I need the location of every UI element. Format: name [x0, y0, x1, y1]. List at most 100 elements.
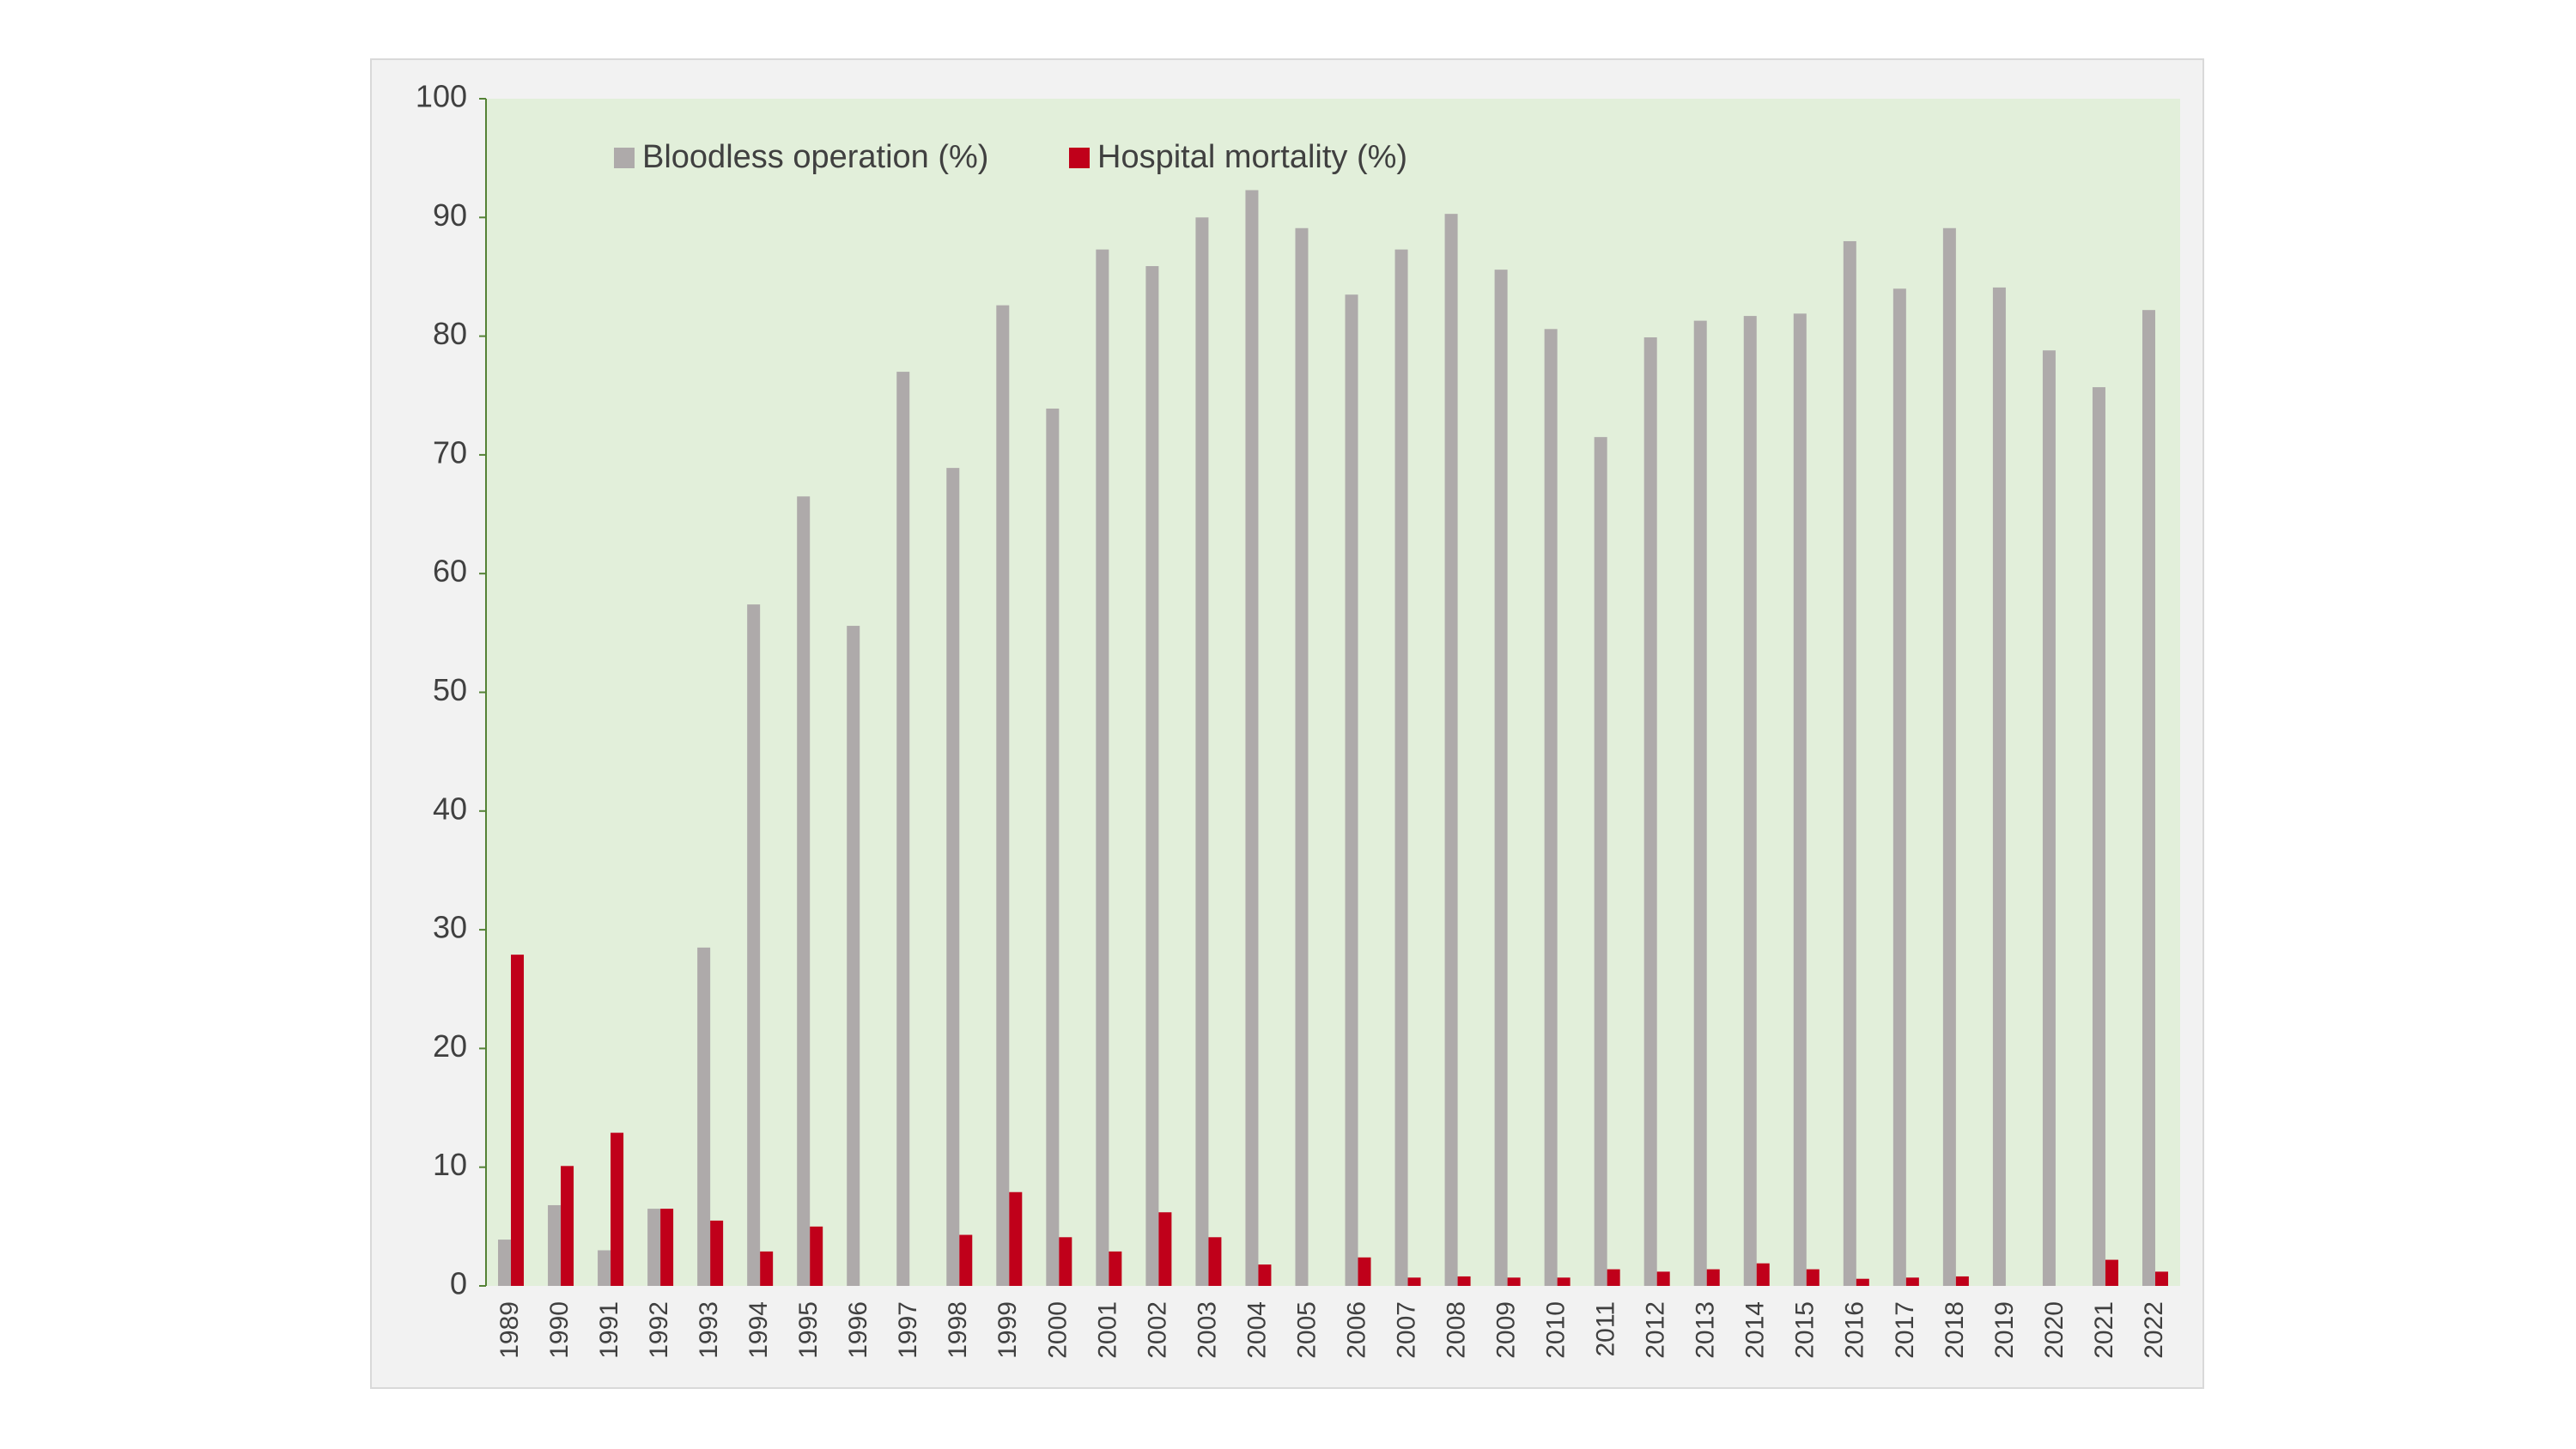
bar: [959, 1234, 973, 1286]
bar: [896, 372, 910, 1287]
legend-label: Hospital mortality (%): [1097, 139, 1407, 175]
bar: [511, 955, 525, 1286]
bar: [1905, 1277, 1919, 1286]
x-tick-label: 2018: [1941, 1301, 1969, 1359]
x-tick-label: 1990: [545, 1301, 574, 1359]
x-tick-label: 1999: [993, 1301, 1022, 1359]
y-tick-label: 60: [433, 554, 467, 589]
bar: [710, 1220, 724, 1286]
bar: [2105, 1259, 2118, 1286]
bar: [2092, 387, 2105, 1287]
bar: [1494, 270, 1508, 1287]
bar: [498, 1240, 512, 1286]
x-tick-label: 1992: [645, 1301, 673, 1359]
x-tick-label: 2006: [1342, 1301, 1370, 1359]
bar: [1457, 1276, 1471, 1286]
y-tick-label: 70: [433, 434, 467, 470]
bar: [1806, 1269, 1820, 1286]
x-tick-label: 1993: [695, 1301, 723, 1359]
x-tick-label: 1989: [495, 1301, 524, 1359]
x-tick-label: 1995: [794, 1301, 823, 1359]
x-tick-label: 2022: [2140, 1301, 2168, 1359]
bar: [1145, 266, 1159, 1287]
bar: [1706, 1269, 1720, 1286]
x-tick-label: 1998: [944, 1301, 972, 1359]
y-tick-label: 50: [433, 672, 467, 707]
y-tick-label: 10: [433, 1147, 467, 1182]
bar: [660, 1209, 674, 1286]
x-tick-label: 2005: [1292, 1301, 1321, 1359]
x-tick-label: 2016: [1841, 1301, 1869, 1359]
bar: [847, 626, 860, 1286]
x-tick-label: 2020: [2040, 1301, 2069, 1359]
bar: [1544, 329, 1558, 1286]
legend-swatch: [1069, 148, 1090, 168]
bar: [797, 496, 811, 1286]
y-tick-label: 90: [433, 197, 467, 233]
bar: [1992, 287, 2006, 1287]
x-tick-label: 2001: [1093, 1301, 1121, 1359]
bar: [1394, 249, 1408, 1286]
y-tick-label: 100: [416, 79, 467, 114]
bar: [1208, 1237, 1222, 1286]
bar: [598, 1250, 611, 1286]
bar: [561, 1166, 574, 1286]
x-tick-label: 2011: [1592, 1301, 1620, 1357]
bar: [1096, 249, 1109, 1286]
bar: [1158, 1212, 1172, 1286]
x-tick-label: 1994: [744, 1301, 773, 1359]
bar: [1607, 1269, 1620, 1286]
x-tick-label: 2019: [1990, 1301, 2019, 1359]
bar: [1109, 1251, 1122, 1286]
bar: [1955, 1276, 1969, 1286]
x-tick-label: 2008: [1442, 1301, 1470, 1359]
y-tick-label: 30: [433, 910, 467, 945]
y-tick-label: 40: [433, 791, 467, 826]
bar: [1245, 190, 1259, 1287]
bar: [647, 1209, 661, 1286]
bar: [1856, 1278, 1869, 1286]
bar: [1743, 316, 1757, 1286]
bar: [1195, 217, 1209, 1286]
y-tick-label: 0: [450, 1266, 467, 1301]
x-tick-label: 2007: [1392, 1301, 1420, 1359]
bar: [996, 305, 1010, 1287]
y-tick-label: 80: [433, 316, 467, 351]
x-tick-label: 2009: [1492, 1301, 1521, 1359]
bar: [2154, 1271, 2168, 1286]
bar: [1843, 240, 1856, 1287]
x-tick-label: 2012: [1642, 1301, 1670, 1359]
bar: [548, 1204, 562, 1286]
bar: [1793, 313, 1807, 1286]
bar: [1756, 1263, 1770, 1286]
x-tick-label: 2010: [1542, 1301, 1571, 1359]
legend-swatch: [614, 148, 635, 168]
x-tick-label: 2004: [1242, 1301, 1271, 1359]
x-tick-label: 2002: [1143, 1301, 1171, 1359]
bar: [1942, 227, 1956, 1286]
plot-area: [486, 99, 2180, 1286]
x-tick-label: 1996: [844, 1301, 872, 1359]
x-tick-label: 2017: [1891, 1301, 1919, 1359]
x-tick-label: 1997: [894, 1301, 922, 1359]
x-tick-label: 2021: [2090, 1301, 2118, 1359]
bar: [1444, 214, 1458, 1286]
legend-label: Bloodless operation (%): [642, 139, 988, 175]
x-tick-label: 2014: [1741, 1301, 1770, 1359]
bar: [2142, 310, 2155, 1286]
bar: [1507, 1277, 1521, 1286]
bar: [1046, 408, 1060, 1286]
bar: [1643, 336, 1657, 1286]
bar: [1656, 1271, 1670, 1286]
bar: [1407, 1277, 1421, 1286]
bar: [1345, 294, 1358, 1286]
x-tick-label: 2000: [1043, 1301, 1072, 1359]
bar: [1358, 1257, 1371, 1286]
y-tick-label: 20: [433, 1028, 467, 1064]
bar: [1009, 1191, 1023, 1286]
x-tick-label: 1991: [595, 1301, 623, 1359]
bar: [810, 1226, 823, 1286]
x-tick-label: 2013: [1692, 1301, 1720, 1359]
x-tick-label: 2003: [1193, 1301, 1221, 1359]
